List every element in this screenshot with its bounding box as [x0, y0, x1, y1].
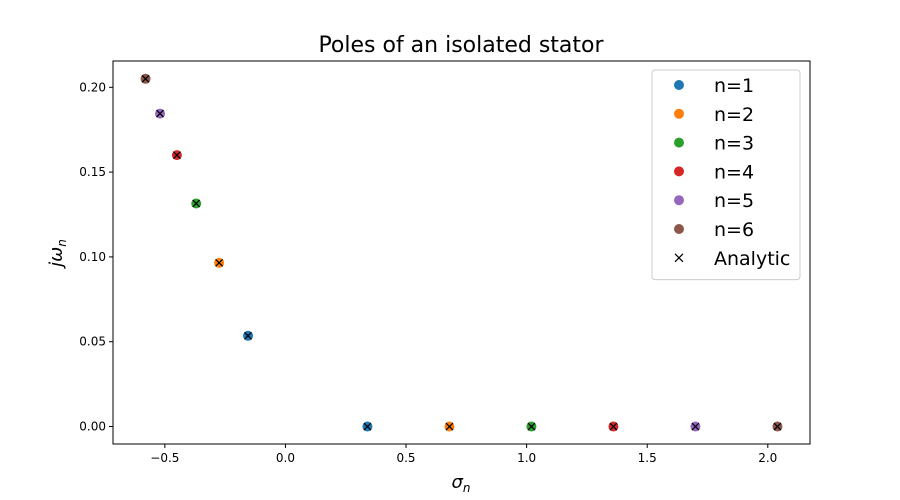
- analytic-marker: [141, 74, 150, 83]
- y-tick-label: 0.10: [79, 250, 106, 264]
- y-tick-label: 0.05: [79, 335, 106, 349]
- legend-label: n=6: [714, 219, 754, 241]
- legend-box: [651, 69, 801, 281]
- analytic-marker: [691, 422, 700, 431]
- legend-label: n=4: [714, 161, 754, 183]
- x-tick-label: 0.5: [396, 451, 415, 465]
- legend-marker: [674, 195, 684, 206]
- analytic-marker: [215, 258, 224, 267]
- legend-label: n=3: [714, 133, 754, 155]
- legend-entry: n=2: [674, 104, 754, 126]
- legend-marker: [674, 137, 684, 148]
- y-tick-label: 0.00: [79, 420, 106, 434]
- legend-entry: n=1: [674, 75, 754, 97]
- x-tick-label: 1.0: [517, 451, 536, 465]
- legend-entry: n=6: [674, 219, 754, 241]
- analytic-marker: [609, 422, 618, 431]
- analytic-marker: [172, 151, 181, 160]
- x-axis-ticks: −0.5 0.0 0.5 1.0 1.5 2.0: [150, 444, 777, 465]
- legend-entry: n=3: [674, 133, 754, 155]
- x-tick-label: 2.0: [758, 451, 777, 465]
- y-tick-label: 0.20: [79, 80, 106, 94]
- analytic-marker: [244, 331, 252, 340]
- x-tick-label: 1.5: [638, 451, 657, 465]
- legend-entry: n=4: [674, 161, 754, 183]
- legend-marker: [674, 108, 684, 119]
- analytic-marker: [527, 422, 536, 431]
- legend-entry: Analytic: [674, 248, 790, 270]
- analytic-marker: [445, 422, 454, 431]
- y-axis-label: jωn: [46, 239, 69, 270]
- data-markers: [140, 73, 783, 432]
- legend: n=1 n=2 n=3 n=4 n=5 n=6 Analytic: [651, 69, 801, 281]
- x-tick-label: −0.5: [150, 451, 179, 465]
- x-tick-label: 0.0: [276, 451, 295, 465]
- chart-title: Poles of an isolated stator: [318, 33, 604, 58]
- plot-frame: [112, 60, 811, 445]
- analytic-marker: [773, 422, 782, 431]
- x-axis-label: σn: [451, 472, 470, 495]
- legend-label: n=2: [714, 104, 754, 126]
- legend-label: n=1: [714, 75, 754, 97]
- legend-marker: [674, 224, 684, 234]
- legend-label: n=5: [714, 190, 754, 212]
- legend-entry: n=5: [674, 190, 754, 212]
- legend-marker: [674, 166, 684, 177]
- analytic-marker: [363, 422, 372, 431]
- legend-marker: [674, 80, 684, 90]
- analytic-marker: [156, 109, 164, 118]
- y-axis-ticks: 0.00 0.05 0.10 0.15 0.20: [79, 80, 113, 434]
- legend-label: Analytic: [714, 248, 790, 270]
- analytic-marker: [192, 199, 201, 208]
- y-tick-label: 0.15: [79, 165, 106, 179]
- legend-marker: [674, 253, 684, 263]
